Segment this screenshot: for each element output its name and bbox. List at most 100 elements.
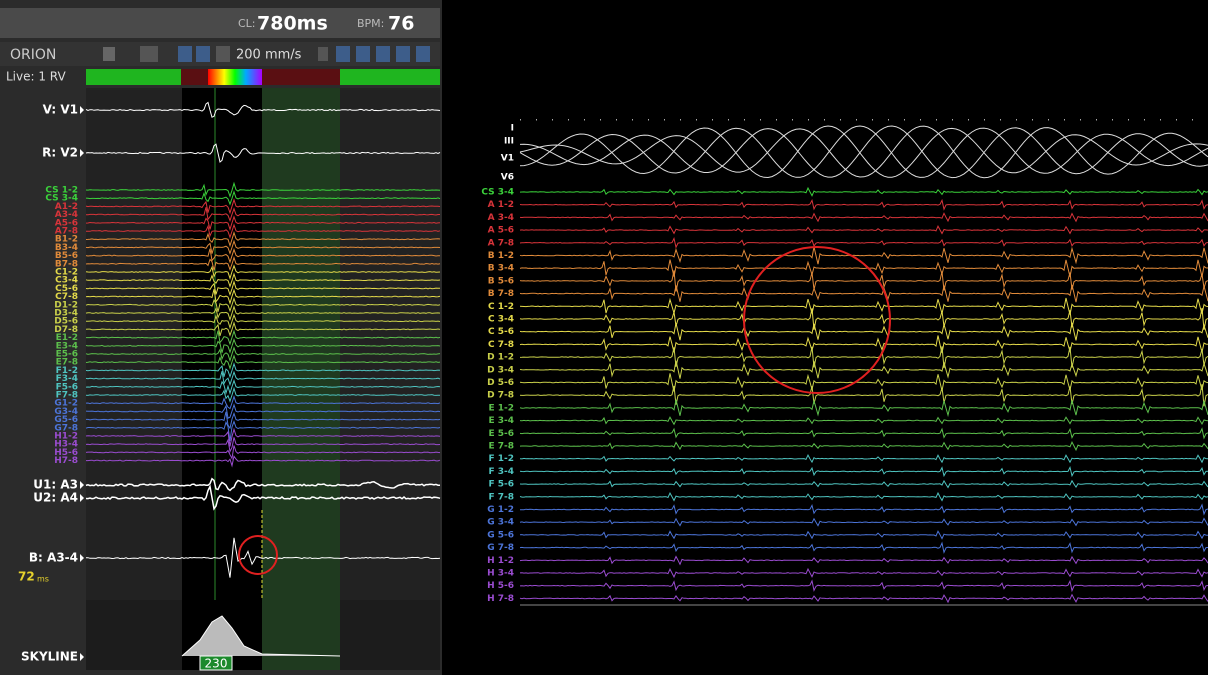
channel-label: D 3-4 (487, 365, 514, 375)
time-tick (1192, 119, 1193, 121)
channel-label: CS 3-4 (481, 188, 514, 198)
time-tick (1176, 119, 1177, 121)
time-tick (1080, 119, 1081, 121)
timeline-bar (340, 69, 440, 85)
color-scale (208, 69, 262, 85)
time-tick (584, 119, 585, 121)
tool-button[interactable] (196, 46, 210, 62)
tool-button[interactable] (356, 46, 370, 62)
channel-label: C 5-6 (488, 327, 514, 337)
time-tick (920, 119, 921, 121)
time-tick (1112, 119, 1113, 121)
tool-button[interactable] (216, 46, 230, 62)
channel-label: E 7-8 (488, 442, 514, 452)
electrode-label: H7-8 (54, 456, 78, 466)
tool-button[interactable] (140, 46, 158, 62)
channel-label: B 5-6 (488, 276, 514, 286)
channel-label: SKYLINE (21, 650, 78, 664)
channel-label: H 5-6 (487, 581, 514, 591)
channel-label: D 7-8 (487, 391, 514, 401)
tool-button[interactable] (416, 46, 430, 62)
time-tick (872, 119, 873, 121)
time-tick (1096, 119, 1097, 121)
channel-label: E 3-4 (488, 416, 514, 426)
time-tick (712, 119, 713, 121)
surface-label: V6 (501, 173, 514, 183)
surface-label: III (504, 137, 514, 147)
bpm-label: BPM: (357, 17, 384, 30)
time-tick (792, 119, 793, 121)
time-tick (568, 119, 569, 121)
channel-label: A 7-8 (488, 238, 514, 248)
channel-label: F 5-6 (488, 480, 514, 490)
sweep-speed[interactable]: 200 mm/s (236, 48, 302, 63)
channel-label: B 7-8 (488, 289, 514, 299)
tool-button[interactable] (336, 46, 350, 62)
channel-label: A 1-2 (488, 200, 514, 210)
time-tick (1048, 119, 1049, 121)
ep-screen: CL: 780ms BPM: 76 ORION 200 mm/s Live: 1… (0, 0, 1208, 675)
time-tick (632, 119, 633, 121)
tool-button[interactable] (178, 46, 192, 62)
time-tick (744, 119, 745, 121)
time-tick (1000, 119, 1001, 121)
cl-label: CL: (238, 17, 256, 30)
skyline-value: 230 (205, 657, 228, 671)
channel-label: C 3-4 (488, 315, 514, 325)
channel-label: G 3-4 (487, 518, 514, 528)
channel-label: G 5-6 (487, 530, 514, 540)
time-tick (1144, 119, 1145, 121)
time-tick (952, 119, 953, 121)
channel-label: H 3-4 (487, 569, 514, 579)
channel-label: A 3-4 (488, 213, 514, 223)
channel-label: H 1-2 (487, 556, 514, 566)
time-tick (616, 119, 617, 121)
time-tick (1160, 119, 1161, 121)
channel-label: R: V2 (42, 146, 78, 160)
channel-label: C 1-2 (488, 302, 514, 312)
channel-label: B: A3-4 (29, 551, 78, 565)
time-tick (1064, 119, 1065, 121)
time-tick (600, 119, 601, 121)
surface-label: V1 (501, 154, 514, 164)
channel-label: H 7-8 (487, 594, 514, 604)
channel-label: D 1-2 (487, 353, 514, 363)
time-tick (1128, 119, 1129, 121)
time-tick (536, 119, 537, 121)
channel-label: A 5-6 (488, 226, 514, 236)
channel-label: C 7-8 (488, 340, 514, 350)
time-tick (664, 119, 665, 121)
dropdown[interactable] (103, 47, 115, 61)
time-tick (904, 119, 905, 121)
time-tick (856, 119, 857, 121)
time-tick (984, 119, 985, 121)
time-tick (888, 119, 889, 121)
time-tick (648, 119, 649, 121)
channel-label: F 7-8 (488, 492, 514, 502)
surface-label: I (511, 124, 514, 134)
time-tick (968, 119, 969, 121)
tool-button[interactable] (396, 46, 410, 62)
time-tick (936, 119, 937, 121)
channel-label: U1: A3 (33, 478, 78, 492)
time-tick (520, 119, 521, 121)
channel-label: V: V1 (43, 103, 78, 117)
live-label: Live: 1 RV (6, 70, 66, 84)
time-tick (808, 119, 809, 121)
channel-label: E 5-6 (488, 429, 514, 439)
time-tick (728, 119, 729, 121)
channel-label: D 5-6 (487, 378, 514, 388)
tool-button[interactable] (376, 46, 390, 62)
measure-unit: ms (37, 575, 49, 584)
measure-value: 72 (18, 570, 35, 584)
time-tick (824, 119, 825, 121)
channel-label: F 1-2 (488, 454, 514, 464)
channel-label: U2: A4 (33, 491, 78, 505)
dropdown[interactable] (318, 47, 328, 61)
time-tick (1016, 119, 1017, 121)
channel-label: F 3-4 (488, 467, 514, 477)
system-name[interactable]: ORION (10, 47, 56, 63)
time-tick (1032, 119, 1033, 121)
bpm-value: 76 (388, 13, 414, 35)
channel-label: B 3-4 (488, 264, 514, 274)
